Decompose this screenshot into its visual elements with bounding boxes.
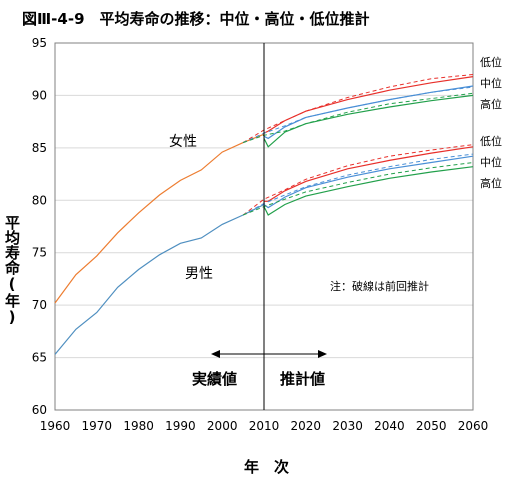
x-tick-label: 1990: [165, 419, 196, 433]
y-tick-label: 75: [32, 246, 47, 260]
projection-label: 中位: [480, 76, 502, 90]
arrow-left-head: [211, 350, 220, 358]
note-label: 注：破線は前回推計: [330, 279, 429, 293]
series-line: [242, 162, 474, 216]
series-line: [264, 146, 474, 202]
series-line: [263, 155, 474, 209]
series-line: [54, 133, 265, 304]
projection-label: 高位: [480, 176, 502, 190]
y-tick-label: 95: [32, 36, 47, 50]
y-tick-label: 65: [32, 351, 47, 365]
arrow-right-head: [318, 350, 327, 358]
chart-title: 図Ⅲ-4-9 平均寿命の推移：中位・高位・低位推計: [22, 10, 370, 28]
y-axis-ticks: 60 65 70 75 80 85 90 95: [32, 36, 47, 417]
x-axis-ticks: 1960 1970 1980 1990 2000 2010 2020 2030 2040 2050…: [40, 419, 489, 433]
x-tick-label: 2060: [458, 419, 489, 433]
projected-values-label: 推計値: [280, 370, 325, 388]
y-tick-label: 60: [32, 403, 47, 417]
y-tick-label: 80: [32, 193, 47, 207]
male-label: 男性: [185, 266, 213, 282]
series-line: [242, 144, 474, 216]
y-tick-label: 70: [32, 298, 47, 312]
female-label: 女性: [169, 133, 197, 150]
y-tick-label: 90: [32, 88, 47, 102]
x-tick-label: 2040: [374, 419, 405, 433]
projection-label: 低位: [480, 134, 502, 148]
series-line: [263, 85, 474, 140]
series-line: [54, 203, 265, 355]
x-tick-label: 1980: [123, 419, 154, 433]
x-axis-title: 年 次: [244, 458, 289, 476]
series-lines: [54, 74, 474, 355]
y-axis-title: 平均寿命(年): [3, 215, 21, 326]
series-line: [263, 94, 474, 148]
series-line: [263, 76, 474, 134]
x-tick-label: 2030: [332, 419, 363, 433]
period-arrows: [211, 350, 327, 358]
series-line: [242, 74, 474, 144]
projection-label: 高位: [480, 97, 502, 111]
x-tick-label: 1970: [82, 419, 113, 433]
x-tick-label: 1960: [40, 419, 71, 433]
x-tick-label: 2020: [291, 419, 322, 433]
series-line: [263, 166, 474, 216]
projection-label: 低位: [480, 55, 502, 69]
series-line: [242, 92, 474, 144]
x-tick-label: 2010: [249, 419, 280, 433]
x-tick-label: 2000: [207, 419, 238, 433]
projection-label: 中位: [480, 155, 502, 169]
actual-values-label: 実績値: [192, 370, 237, 388]
x-tick-label: 2050: [416, 419, 447, 433]
y-tick-label: 85: [32, 141, 47, 155]
series-line: [242, 153, 474, 216]
